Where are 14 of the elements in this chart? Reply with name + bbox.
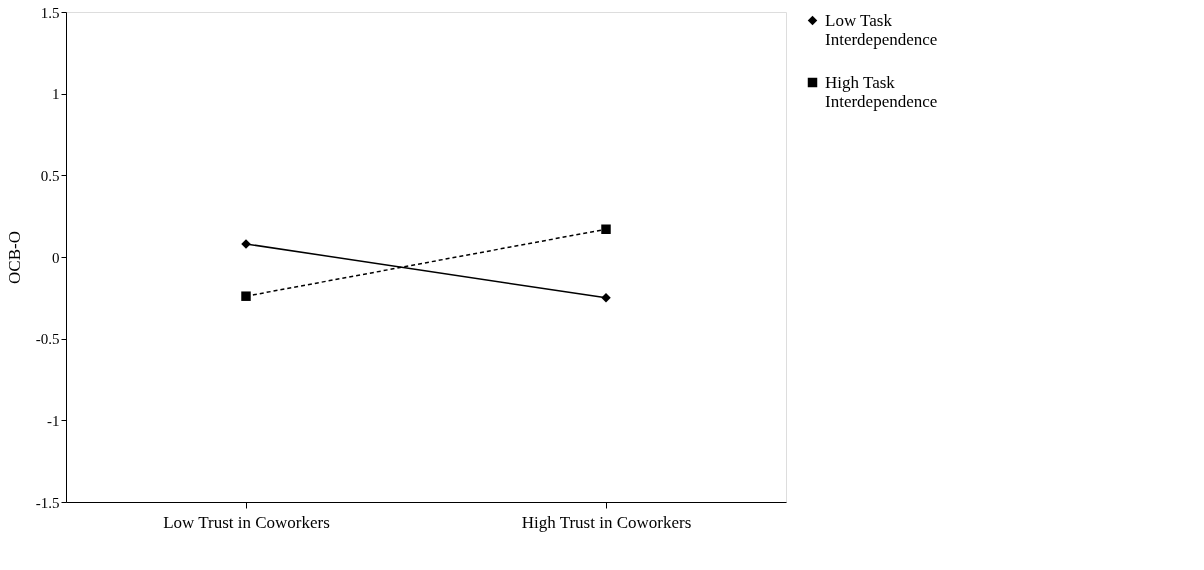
y-tick-label: 0.5 (40, 167, 60, 184)
legend-label: Low Task Interdependence (825, 10, 938, 49)
legend-label: High Task Interdependence (825, 72, 938, 111)
y-axis-title: OCB-O (4, 231, 24, 284)
y-tick-label: -1 (47, 412, 60, 429)
y-tick-label: 1 (52, 86, 60, 103)
y-tick-label: 1.5 (40, 4, 60, 21)
y-tick-label: -0.5 (35, 331, 60, 348)
x-tick-label: High Trust in Coworkers (521, 512, 692, 532)
y-tick-label: -1.5 (35, 494, 60, 511)
point (241, 291, 251, 301)
x-tick-label: Low Trust in Coworkers (163, 512, 330, 532)
y-tick-label: 0 (52, 249, 60, 266)
point (601, 224, 611, 234)
